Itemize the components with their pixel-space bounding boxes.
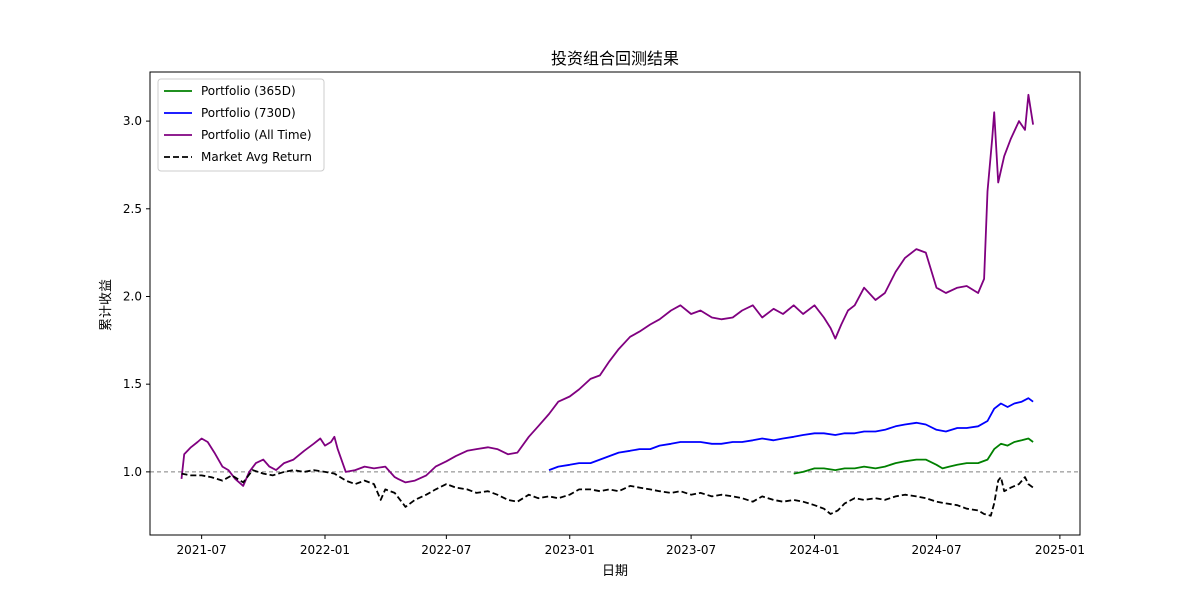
axes-frame (149, 71, 1081, 536)
legend-label-0: Portfolio (365D) (201, 84, 296, 98)
x-tick-label-1: 2022-01 (300, 543, 350, 557)
x-tick-label-3: 2023-01 (545, 543, 595, 557)
x-tick-label-5: 2024-01 (789, 543, 839, 557)
axes: 2021-07 2022-01 2022-07 2023-01 2023-07 2024-… (123, 71, 1085, 557)
legend-label-3: Market Avg Return (201, 150, 312, 164)
x-tick-label-6: 2024-07 (911, 543, 961, 557)
legend-label-1: Portfolio (730D) (201, 106, 296, 120)
y-tick-label-4: 3.0 (123, 114, 142, 128)
plot-area (150, 93, 1080, 517)
x-tick-label-7: 2025-01 (1035, 543, 1085, 557)
y-tick-label-1: 1.5 (123, 377, 142, 391)
legend-box (157, 78, 325, 172)
y-axis-label: 累计收益 (99, 279, 114, 331)
legend: Portfolio (365D) Portfolio (730D) Portfoli… (157, 78, 325, 172)
y-tick-label-0: 1.0 (123, 465, 142, 479)
y-tick-label-2: 2.0 (123, 289, 142, 303)
x-tick-label-4: 2023-07 (666, 543, 716, 557)
x-tick-label-2: 2022-07 (421, 543, 471, 557)
series-line-1 (548, 397, 1034, 471)
x-axis-label: 日期 (602, 564, 628, 579)
series-line-3 (181, 469, 1034, 517)
y-tick-label-3: 2.5 (123, 202, 142, 216)
x-tick-label-0: 2021-07 (177, 543, 227, 557)
series-line-2 (180, 93, 1034, 487)
legend-label-2: Portfolio (All Time) (201, 128, 312, 142)
chart-title: 投资组合回测结果 (551, 49, 679, 68)
series-line-0 (793, 437, 1034, 475)
